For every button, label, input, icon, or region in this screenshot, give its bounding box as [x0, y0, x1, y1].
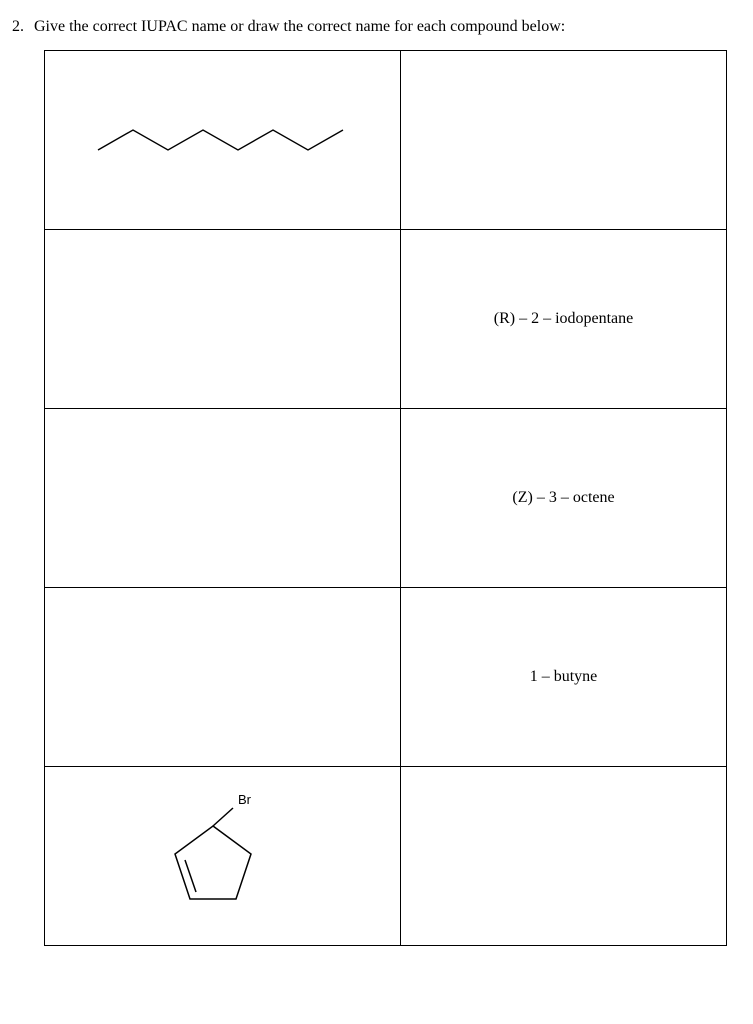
- cell-r4-left: [45, 588, 401, 767]
- table-row: [45, 51, 727, 230]
- svg-text:Br: Br: [238, 792, 252, 807]
- cell-r4-right: 1 – butyne: [401, 588, 727, 767]
- table-row: Br: [45, 767, 727, 946]
- cell-r2-left: [45, 230, 401, 409]
- cell-r5-right: [401, 767, 727, 946]
- answer-text: (Z) – 3 – octene: [512, 489, 614, 506]
- cell-r1-left: [45, 51, 401, 230]
- cell-r5-left: Br: [45, 767, 401, 946]
- zigzag-figure: [45, 51, 400, 229]
- question-prompt: 2. Give the correct IUPAC name or draw th…: [0, 18, 725, 36]
- question-text: Give the correct IUPAC name or draw the …: [34, 18, 565, 35]
- cell-r3-left: [45, 409, 401, 588]
- table-row: (Z) – 3 – octene: [45, 409, 727, 588]
- cyclopentene-figure: Br: [45, 767, 400, 945]
- cell-r2-right: (R) – 2 – iodopentane: [401, 230, 727, 409]
- answer-text: (R) – 2 – iodopentane: [494, 310, 634, 327]
- question-number: 2.: [0, 18, 24, 36]
- cell-r1-right: [401, 51, 727, 230]
- table-row: 1 – butyne: [45, 588, 727, 767]
- answer-text: 1 – butyne: [530, 668, 598, 685]
- worksheet-table: (R) – 2 – iodopentane (Z) – 3 – octene 1…: [44, 50, 727, 946]
- cell-r3-right: (Z) – 3 – octene: [401, 409, 727, 588]
- table-row: (R) – 2 – iodopentane: [45, 230, 727, 409]
